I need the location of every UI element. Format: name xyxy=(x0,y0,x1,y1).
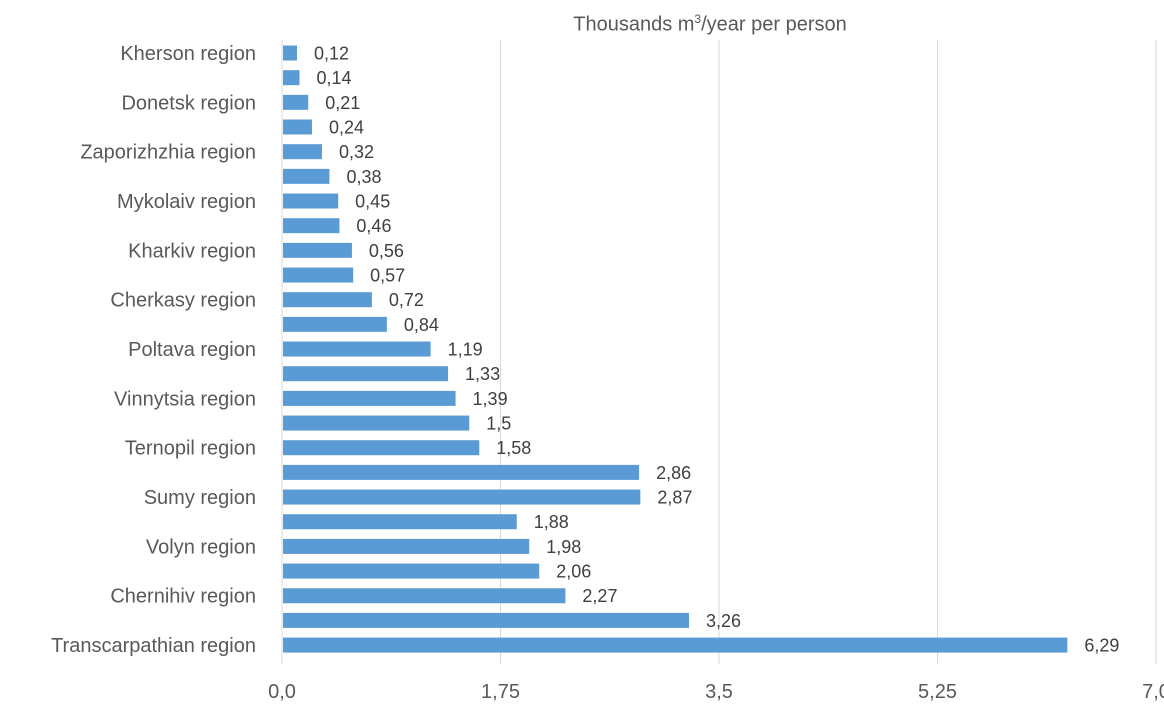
chart-title: Thousands m3/year per person xyxy=(400,12,1020,37)
data-label: 0,12 xyxy=(314,44,349,64)
data-label: 0,45 xyxy=(355,192,390,212)
bar xyxy=(283,514,517,530)
data-label: 6,29 xyxy=(1084,636,1119,656)
bar xyxy=(283,440,480,456)
data-label: 3,26 xyxy=(706,611,741,631)
category-label: Ternopil region xyxy=(125,438,256,460)
chart-title-main: Thousands m xyxy=(573,13,695,36)
bar xyxy=(283,489,641,505)
bar xyxy=(283,366,449,382)
data-label: 2,06 xyxy=(556,562,591,582)
bar xyxy=(283,94,309,110)
bar xyxy=(283,341,431,357)
category-label: Mykolaiv region xyxy=(117,191,256,213)
category-label: Vinnytsia region xyxy=(114,388,256,410)
data-label: 0,72 xyxy=(389,290,424,310)
data-label: 1,88 xyxy=(534,512,569,532)
data-label: 2,27 xyxy=(582,586,617,606)
x-tick-label: 1,75 xyxy=(481,681,520,703)
chart-title-rest: /year per person xyxy=(701,13,847,36)
x-tick-label: 3,5 xyxy=(705,681,733,703)
category-label: Volyn region xyxy=(146,536,256,558)
category-label: Sumy region xyxy=(144,487,256,509)
category-label: Transcarpathian region xyxy=(51,635,256,657)
data-label: 0,84 xyxy=(404,315,439,335)
data-label: 0,46 xyxy=(356,216,391,236)
bar xyxy=(283,612,690,628)
bar xyxy=(283,588,566,604)
category-label: Donetsk region xyxy=(121,92,256,114)
x-tick-label: 7,0 xyxy=(1142,681,1164,703)
bar xyxy=(283,144,322,160)
data-label: 1,5 xyxy=(486,414,511,434)
bar xyxy=(283,193,339,209)
bar xyxy=(283,316,387,332)
data-label: 0,32 xyxy=(339,142,374,162)
data-label: 0,38 xyxy=(346,167,381,187)
bar xyxy=(283,415,470,431)
data-label: 1,39 xyxy=(473,389,508,409)
data-label: 1,33 xyxy=(465,364,500,384)
category-label: Kharkiv region xyxy=(128,240,256,262)
bar xyxy=(283,563,540,579)
bar xyxy=(283,45,297,61)
data-label: 1,58 xyxy=(496,438,531,458)
chart-title-superscript: 3 xyxy=(694,12,702,26)
bar xyxy=(283,242,352,258)
data-label: 0,57 xyxy=(370,266,405,286)
bar xyxy=(283,267,354,283)
data-label: 2,86 xyxy=(656,463,691,483)
category-label: Kherson region xyxy=(120,43,256,65)
data-label: 0,14 xyxy=(316,68,351,88)
bar xyxy=(283,70,300,86)
bar xyxy=(283,119,312,135)
data-label: 0,56 xyxy=(369,241,404,261)
data-label: 1,98 xyxy=(546,537,581,557)
category-label: Cherkasy region xyxy=(110,290,256,312)
bar xyxy=(283,464,640,480)
category-label: Poltava region xyxy=(128,339,256,361)
x-tick-label: 0,0 xyxy=(268,681,296,703)
x-tick-label: 5,25 xyxy=(918,681,957,703)
category-label: Zaporizhzhia region xyxy=(80,142,256,164)
bar xyxy=(283,292,372,308)
bar xyxy=(283,218,340,234)
data-label: 0,24 xyxy=(329,118,364,138)
bar xyxy=(283,390,456,406)
bar xyxy=(283,168,330,184)
bar xyxy=(283,637,1068,653)
bar xyxy=(283,538,530,554)
data-label: 2,87 xyxy=(657,488,692,508)
data-label: 1,19 xyxy=(448,340,483,360)
data-label: 0,21 xyxy=(325,93,360,113)
category-label: Chernihiv region xyxy=(110,586,256,608)
